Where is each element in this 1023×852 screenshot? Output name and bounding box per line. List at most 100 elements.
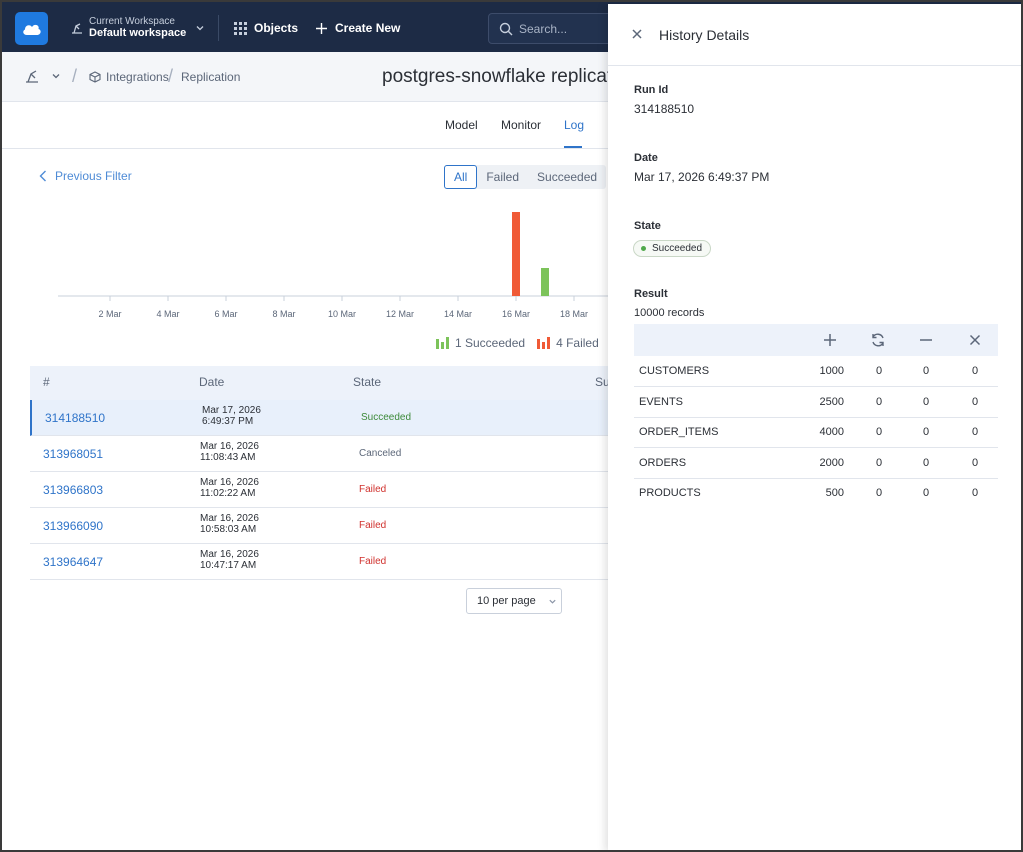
- workspace-icon: [26, 70, 38, 83]
- run-time: 11:08:43 AM: [200, 452, 256, 463]
- object-name: PRODUCTS: [639, 487, 701, 499]
- workspace-name: Default workspace: [89, 27, 187, 39]
- table-header: # Date State Su: [30, 366, 630, 400]
- package-icon: [89, 71, 101, 83]
- status-badge-label: Succeeded: [652, 243, 703, 254]
- run-state: Succeeded: [361, 412, 412, 423]
- failed-count: 0: [972, 487, 979, 499]
- run-id-link[interactable]: 313966803: [43, 483, 104, 497]
- column-date[interactable]: Date: [199, 375, 225, 389]
- create-new-label: Create New: [335, 21, 401, 35]
- tab-model[interactable]: Model: [445, 118, 478, 132]
- breadcrumb-integrations-label: Integrations: [106, 70, 169, 84]
- grid-icon: [234, 21, 247, 35]
- active-tab-indicator: [564, 146, 582, 148]
- run-id-link[interactable]: 313964647: [43, 555, 104, 569]
- run-time: 10:58:03 AM: [200, 524, 257, 535]
- tab-log[interactable]: Log: [564, 118, 585, 132]
- object-name: ORDER_ITEMS: [639, 426, 719, 438]
- previous-filter-link[interactable]: Previous Filter: [39, 169, 132, 183]
- plus-icon: [824, 334, 836, 346]
- x-tick-label: 12 Mar: [386, 309, 414, 319]
- search-placeholder: Search...: [519, 21, 568, 36]
- minus-icon: [920, 339, 932, 341]
- search-icon: [499, 22, 513, 35]
- panel-title: History Details: [659, 27, 750, 43]
- x-tick-label: 14 Mar: [444, 309, 472, 319]
- app-logo[interactable]: [15, 12, 48, 45]
- bar-succeeded[interactable]: [541, 268, 549, 296]
- run-date: Mar 16, 2026: [200, 477, 259, 488]
- result-row: ORDERS 2000 0 0 0: [634, 448, 998, 479]
- run-id-value: 314188510: [634, 102, 695, 116]
- x-tick-label: 6 Mar: [214, 309, 237, 319]
- column-summary[interactable]: Su: [595, 375, 610, 389]
- updated-count: 0: [876, 426, 883, 438]
- updated-count: 0: [876, 487, 883, 499]
- table-row[interactable]: 313964647 Mar 16, 2026 10:47:17 AM Faile…: [30, 544, 630, 580]
- table-row[interactable]: 313966090 Mar 16, 2026 10:58:03 AM Faile…: [30, 508, 630, 544]
- failed-count: 0: [972, 365, 979, 377]
- updated-count: 0: [876, 365, 883, 377]
- run-state: Failed: [359, 520, 387, 531]
- x-tick-label: 18 Mar: [560, 309, 588, 319]
- table-row[interactable]: 314188510 Mar 17, 2026 6:49:37 PM Succee…: [30, 400, 630, 436]
- per-page-select[interactable]: 10 per page: [466, 588, 562, 614]
- breadcrumb-separator: /: [168, 66, 174, 86]
- failed-count: 0: [972, 396, 979, 408]
- run-state: Failed: [359, 556, 387, 567]
- nav-divider: [218, 15, 219, 41]
- object-name: CUSTOMERS: [639, 365, 710, 377]
- workspace-selector[interactable]: Current Workspace Default workspace: [70, 14, 205, 42]
- legend-failed[interactable]: 4 Failed: [537, 336, 599, 350]
- run-date: Mar 17, 2026: [202, 405, 261, 416]
- close-icon[interactable]: [630, 27, 644, 41]
- bar-chart-icon: [436, 337, 449, 349]
- failed-count: 0: [972, 457, 979, 469]
- run-id-link[interactable]: 313966090: [43, 519, 104, 533]
- date-value: Mar 17, 2026 6:49:37 PM: [634, 170, 770, 184]
- result-row: ORDER_ITEMS 4000 0 0 0: [634, 417, 998, 448]
- run-time: 6:49:37 PM: [202, 416, 254, 427]
- sync-icon: [872, 333, 884, 347]
- bar-chart-icon: [537, 337, 551, 349]
- result-row: CUSTOMERS 1000 0 0 0: [634, 356, 998, 387]
- column-state[interactable]: State: [353, 375, 382, 389]
- chevron-down-icon: [196, 26, 204, 31]
- create-new-button[interactable]: Create New: [315, 18, 400, 38]
- result-row: EVENTS 2500 0 0 0: [634, 387, 998, 418]
- added-count: 2000: [819, 457, 844, 469]
- table-row[interactable]: 313968051 Mar 16, 2026 11:08:43 AM Cance…: [30, 436, 630, 472]
- previous-filter-label: Previous Filter: [55, 169, 132, 183]
- breadcrumb-separator: /: [72, 66, 78, 86]
- status-dot: [641, 246, 646, 251]
- run-date: Mar 16, 2026: [200, 441, 259, 452]
- filter-all[interactable]: All: [444, 165, 478, 189]
- chart-legend: 1 Succeeded 4 Failed: [436, 336, 599, 350]
- run-time: 10:47:17 AM: [200, 560, 257, 571]
- chevron-down-icon: [549, 599, 556, 604]
- breadcrumb-replication[interactable]: Replication: [181, 70, 241, 84]
- bar-failed[interactable]: [512, 212, 520, 296]
- run-id-link[interactable]: 314188510: [45, 411, 106, 425]
- filter-failed[interactable]: Failed: [486, 170, 520, 184]
- close-icon: [969, 334, 981, 346]
- run-date: Mar 16, 2026: [200, 549, 259, 560]
- filter-succeeded[interactable]: Succeeded: [537, 170, 598, 184]
- cloud-icon: [22, 24, 41, 35]
- updated-count: 0: [876, 396, 883, 408]
- tab-monitor[interactable]: Monitor: [501, 118, 542, 132]
- home-menu[interactable]: [24, 68, 61, 84]
- table-row[interactable]: 313966803 Mar 16, 2026 11:02:22 AM Faile…: [30, 472, 630, 508]
- per-page-value: 10 per page: [477, 595, 536, 607]
- column-id[interactable]: #: [43, 375, 50, 389]
- date-label: Date: [634, 152, 658, 164]
- state-label: State: [634, 220, 661, 232]
- panel-header: History Details: [608, 4, 1021, 66]
- run-id-link[interactable]: 313968051: [43, 447, 104, 461]
- breadcrumb-integrations[interactable]: Integrations: [89, 70, 169, 84]
- legend-succeeded[interactable]: 1 Succeeded: [436, 336, 525, 350]
- updated-count: 0: [876, 457, 883, 469]
- objects-button[interactable]: Objects: [234, 18, 298, 38]
